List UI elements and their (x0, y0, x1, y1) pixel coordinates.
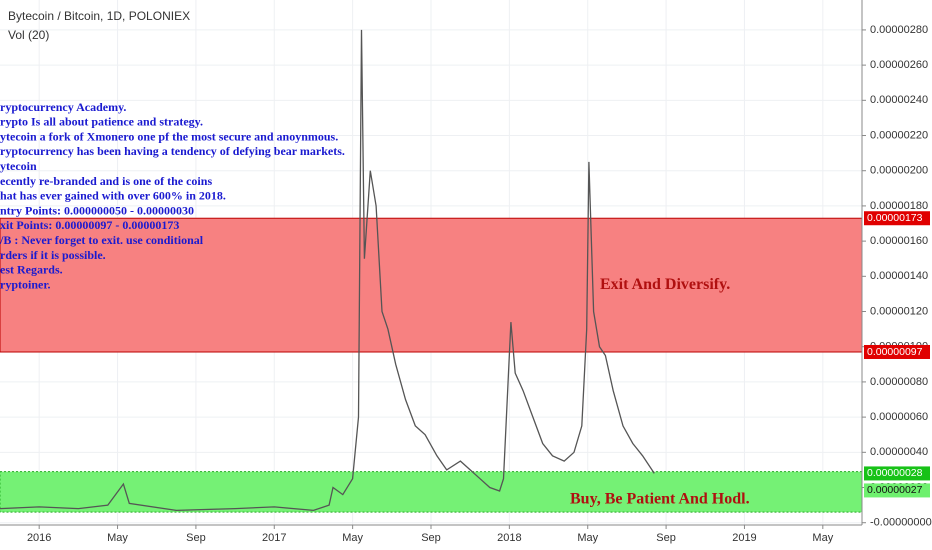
x-tick-label: May (342, 532, 363, 544)
x-tick-label: 2017 (262, 532, 286, 544)
y-tick-label: 0.00000160 (870, 235, 928, 247)
y-tick-label: 0.00000080 (870, 376, 928, 388)
exit-zone (0, 217, 863, 353)
x-tick-label: May (107, 532, 128, 544)
y-tick-label: -0.00000000 (870, 517, 932, 529)
price-tag (864, 211, 930, 226)
subtitle: Vol (20) (8, 28, 49, 42)
y-tick-label: 0.00000120 (870, 305, 928, 317)
annotation-line: ryptocurrency Academy. (0, 100, 126, 114)
y-tick-label: 0.00000200 (870, 165, 928, 177)
annotation-line: ntry Points: 0.000000050 - 0.00000030 (0, 203, 194, 217)
annotation-line: hat has ever gained with over 600% in 20… (0, 189, 226, 203)
y-tick-label: 0.00000060 (870, 411, 928, 423)
chart-title: Bytecoin / Bitcoin, 1D, POLONIEX (8, 9, 190, 23)
y-tick-label: 0.00000280 (870, 24, 928, 36)
x-tick-label: Sep (186, 532, 206, 544)
zone-label: Exit And Diversify. (600, 276, 730, 293)
price-tag-label: 0.00000028 (867, 467, 923, 479)
annotation-line: ytecoin (0, 159, 37, 173)
zone-label: Buy, Be Patient And Hodl. (570, 491, 750, 508)
price-tag (864, 466, 930, 481)
axis-bg (0, 525, 932, 550)
annotation-line: ryptocurrency has been having a tendency… (0, 144, 345, 158)
y-tick-label: 0.00000040 (870, 446, 928, 458)
annotation-line: rypto Is all about patience and strategy… (0, 115, 203, 129)
y-tick-label: 0.00000140 (870, 270, 928, 282)
annotation-line: est Regards. (0, 263, 63, 277)
x-tick-label: May (812, 532, 833, 544)
y-tick-label: 0.00000240 (870, 94, 928, 106)
price-tag-label: 0.00000027 (867, 484, 923, 496)
y-tick-label: 0.00000220 (870, 129, 928, 141)
price-tag-label: 0.00000173 (867, 212, 923, 224)
x-tick-label: Sep (656, 532, 676, 544)
annotation-line: /B : Never forget to exit. use condition… (0, 233, 204, 247)
x-tick-label: 2018 (497, 532, 521, 544)
x-tick-label: 2019 (732, 532, 756, 544)
annotation-line: xit Points: 0.00000097 - 0.00000173 (0, 218, 179, 232)
annotation-line: ytecoin a fork of Xmonero one pf the mos… (0, 129, 338, 143)
y-tick-label: 0.00000260 (870, 59, 928, 71)
y-tick-label: 0.00000180 (870, 200, 928, 212)
axis-bg (862, 0, 932, 550)
x-tick-label: 2016 (27, 532, 51, 544)
price-tag (864, 344, 930, 359)
x-tick-label: Sep (421, 532, 441, 544)
annotation-line: rders if it is possible. (0, 248, 106, 262)
annotation-line: ryptoiner. (0, 277, 51, 291)
annotation-line: ecently re-branded and is one of the coi… (0, 174, 212, 188)
price-line (0, 29, 655, 512)
price-tag-label: 0.00000097 (867, 346, 923, 358)
price-tag (864, 483, 930, 498)
x-tick-label: May (577, 532, 598, 544)
